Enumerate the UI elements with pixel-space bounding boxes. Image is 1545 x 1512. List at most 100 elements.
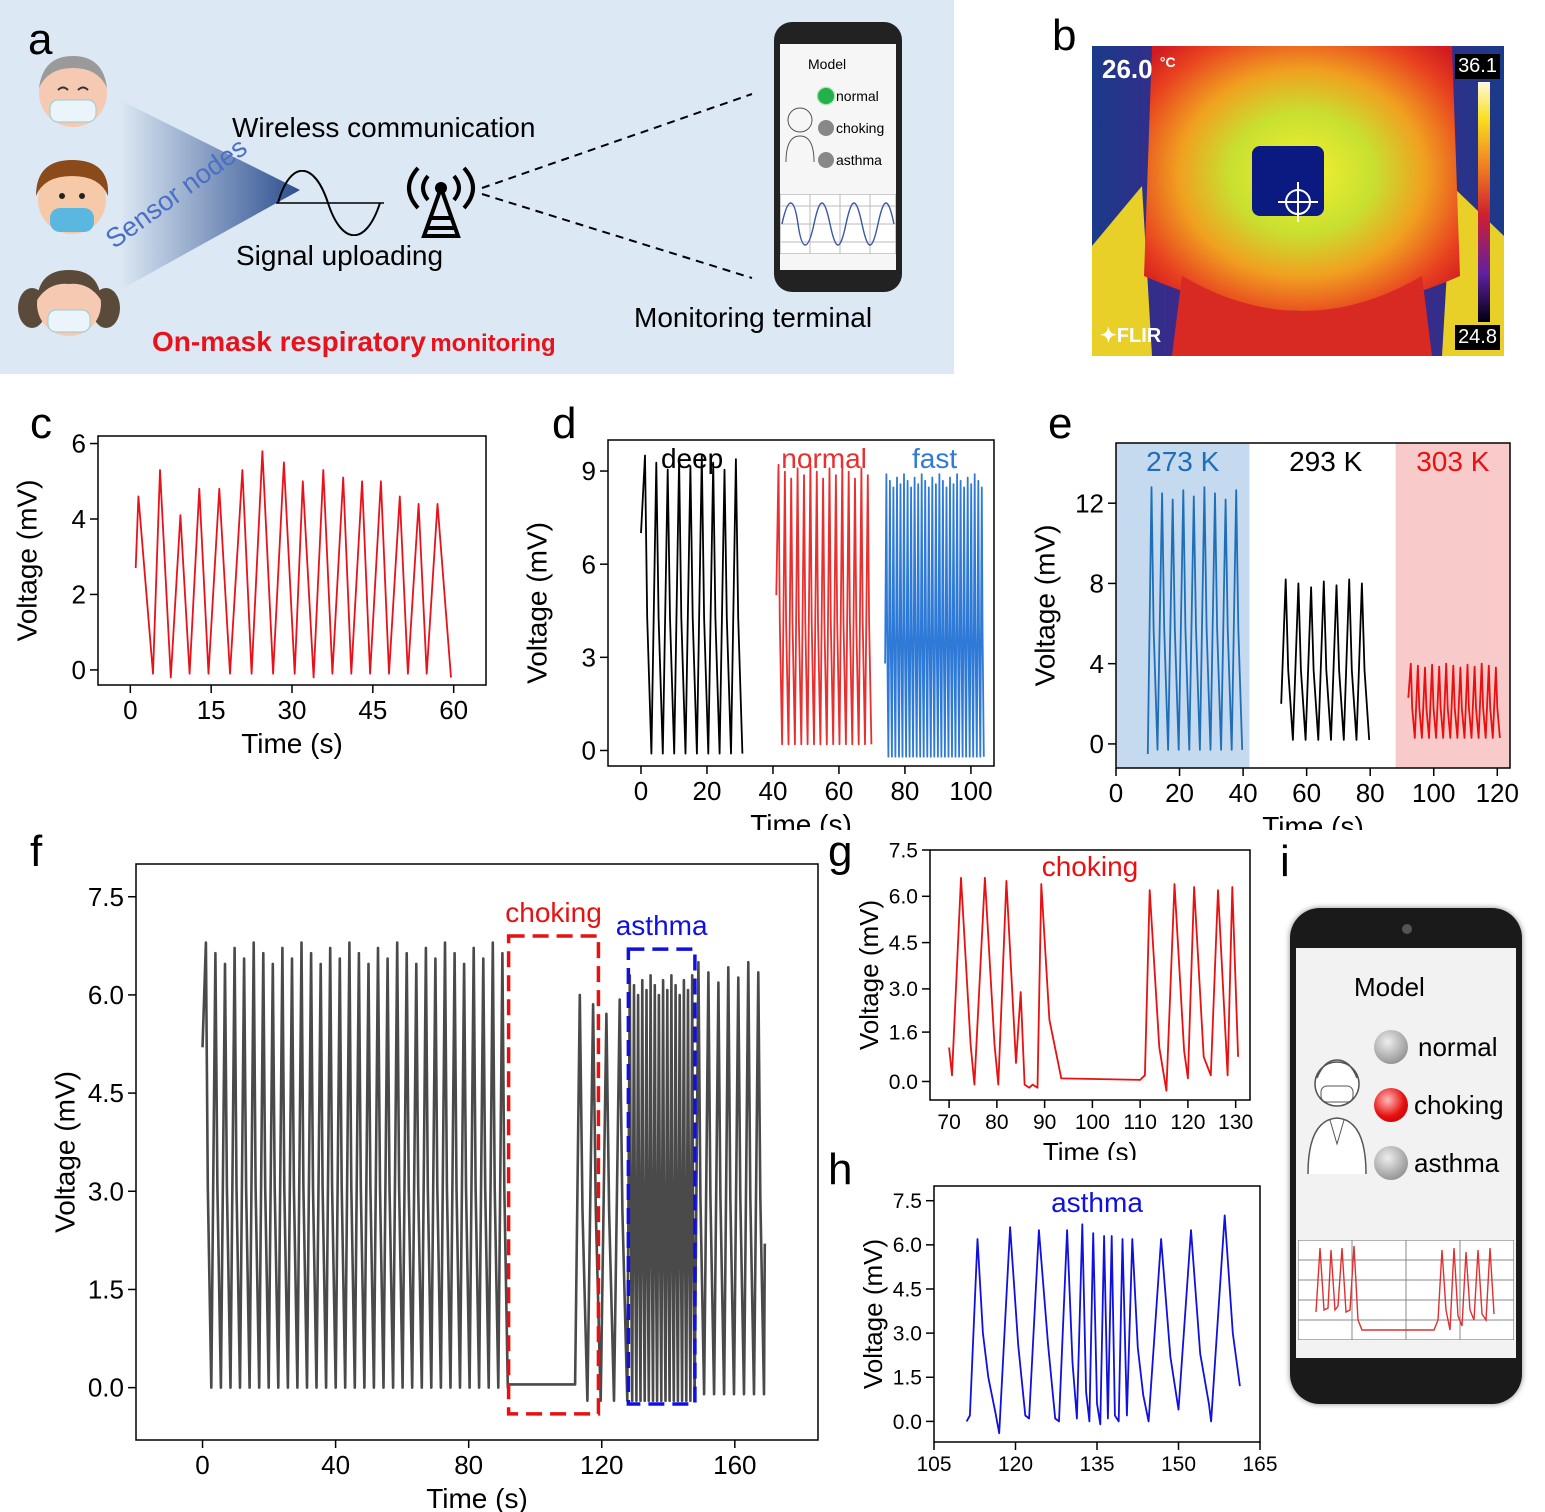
- y-tick-label: 12: [1075, 488, 1104, 518]
- chart-g: 70 80 90 100 110 120 130 0.0 1.6 3.0 4.5 6.0 7.5 Time…: [854, 839, 1253, 1160]
- x-axis-label: Time (s): [1262, 811, 1364, 830]
- y-tick-label: 4.5: [889, 932, 918, 955]
- series-line-2: [1407, 662, 1501, 739]
- series-name-label: fast: [912, 443, 957, 474]
- chart-h: 105 120 135 150 165 0.0 1.5 3.0 4.5 6.0 7.5 Voltage…: [858, 1185, 1278, 1476]
- y-tick-label: 4: [72, 504, 86, 534]
- y-tick-label: 9: [582, 456, 596, 486]
- panel-label-e: e: [1048, 399, 1073, 448]
- panel-label-i: i: [1280, 837, 1290, 886]
- y-tick-label: 6: [582, 549, 596, 579]
- option-normal: normal: [836, 88, 879, 104]
- scale-min: 24.8: [1455, 325, 1500, 350]
- series-line-1: [775, 463, 873, 746]
- transmission-lines: [481, 93, 753, 279]
- phone-screen-i: Model normal choking asthma: [1296, 948, 1516, 1358]
- option-choking-i: choking: [1414, 1090, 1504, 1120]
- series-line-0: [134, 450, 452, 679]
- x-tick-label: 0: [634, 776, 648, 806]
- title-part-2: monitoring: [430, 330, 556, 357]
- y-tick-label: 8: [1090, 569, 1104, 599]
- sensor-beam: [120, 100, 300, 290]
- x-tick-label: 100: [1075, 1111, 1110, 1134]
- x-tick-label: 20: [1165, 778, 1194, 808]
- x-tick-label: 60: [824, 776, 853, 806]
- series-name-label: deep: [661, 443, 723, 474]
- x-tick-label: 120: [580, 1450, 623, 1480]
- x-tick-label: 120: [1170, 1111, 1205, 1134]
- x-tick-label: 110: [1123, 1111, 1156, 1134]
- chart-d: 0 20 40 60 80 100 0 3 6 9 Time (s) Voltage (mV) deep…: [522, 439, 995, 830]
- status-dot-normal-i: [1374, 1030, 1408, 1064]
- signal-uploading-label: Signal uploading: [236, 240, 444, 271]
- phone-terminal: Model normal choking asthma: [774, 22, 902, 292]
- x-tick-label: 20: [693, 776, 722, 806]
- panel-label-f: f: [30, 827, 43, 876]
- chart-e: 0 20 40 60 80 100 120 0 4 8 12 Time (s) Voltage (mV)…: [1030, 442, 1519, 830]
- series-line-0: [201, 941, 767, 1402]
- annotation-label-asthma: asthma: [616, 910, 708, 941]
- y-tick-label: 6.0: [893, 1234, 922, 1257]
- panel-label-d: d: [552, 399, 577, 448]
- panel-label-g: g: [828, 827, 853, 876]
- x-tick-label: 40: [1229, 778, 1258, 808]
- x-tick-label: 0: [195, 1450, 209, 1480]
- series-line-0: [640, 454, 744, 755]
- choking-waveform: [1298, 1240, 1514, 1340]
- annotation-box-choking: [506, 934, 601, 1416]
- y-axis-label: Voltage (mV): [522, 522, 553, 684]
- x-tick-label: 80: [985, 1111, 1008, 1134]
- phone-screen: Model normal choking asthma: [780, 44, 896, 270]
- series-line-0: [965, 1214, 1241, 1435]
- y-tick-label: 1.5: [893, 1367, 922, 1390]
- status-dot-normal: [818, 88, 834, 104]
- camera-icon: [1402, 924, 1412, 934]
- phone-model-title: Model: [808, 56, 847, 72]
- y-axis-label: Voltage (mV): [12, 480, 43, 642]
- plot-frame: [135, 863, 819, 1441]
- panel-a-title: On-mask respiratory monitoring: [152, 326, 556, 358]
- annotation-label-choking: choking: [505, 897, 602, 928]
- avatar-boy-icon: [36, 160, 109, 234]
- chart-f: 0 40 80 120 160 0.0 1.5 3.0 4.5 6.0 7.5 Time (s) Vol…: [50, 863, 819, 1512]
- chart-c: 0 15 30 45 60 0 2 4 6 Time (s) Voltage (mV): [12, 429, 487, 759]
- panel-label-c: c: [30, 399, 52, 448]
- x-tick-label: 105: [916, 1453, 951, 1476]
- temp-readout: 26.0 °C: [1102, 54, 1176, 85]
- series-line-1: [1280, 578, 1371, 741]
- series-name-label: normal: [781, 443, 867, 474]
- y-tick-label: 0: [72, 655, 86, 685]
- x-tick-label: 0: [1109, 778, 1123, 808]
- y-tick-label: 4: [1090, 649, 1104, 679]
- monitoring-terminal-label: Monitoring terminal: [634, 302, 873, 333]
- temp-value: 26.0: [1102, 54, 1153, 84]
- user-mask-icon: [1307, 1059, 1367, 1175]
- y-tick-label: 7.5: [88, 882, 124, 912]
- y-tick-label: 3.0: [889, 978, 918, 1001]
- model-title: Model: [1354, 972, 1425, 1002]
- status-dot-choking-i: [1374, 1088, 1408, 1122]
- x-tick-label: 60: [439, 695, 468, 725]
- y-tick-label: 4.5: [88, 1078, 124, 1108]
- phone-model-panel: Model normal choking asthma: [1290, 908, 1522, 1404]
- x-tick-label: 40: [321, 1450, 350, 1480]
- x-tick-label: 100: [949, 776, 992, 806]
- x-axis-label: Time (s): [1043, 1137, 1137, 1160]
- y-axis-label: Voltage (mV): [858, 1239, 888, 1389]
- x-tick-label: 160: [713, 1450, 756, 1480]
- option-asthma-i: asthma: [1414, 1148, 1500, 1178]
- y-tick-label: 0: [582, 736, 596, 766]
- series-line-0: [1146, 486, 1244, 755]
- y-tick-label: 6: [72, 429, 86, 459]
- y-tick-label: 3.0: [893, 1322, 922, 1345]
- scale-max: 36.1: [1455, 54, 1500, 79]
- x-axis-label: Time (s): [426, 1483, 528, 1512]
- x-tick-label: 120: [1476, 778, 1519, 808]
- y-axis-label: Voltage (mV): [50, 1071, 81, 1233]
- y-tick-label: 6.0: [88, 980, 124, 1010]
- phone-waveform: [780, 194, 896, 254]
- title-part-1: On-mask respiratory: [152, 326, 426, 357]
- y-tick-label: 0.0: [889, 1071, 918, 1094]
- wireless-communication-label: Wireless communication: [232, 112, 536, 143]
- chart-title: choking: [1042, 851, 1139, 882]
